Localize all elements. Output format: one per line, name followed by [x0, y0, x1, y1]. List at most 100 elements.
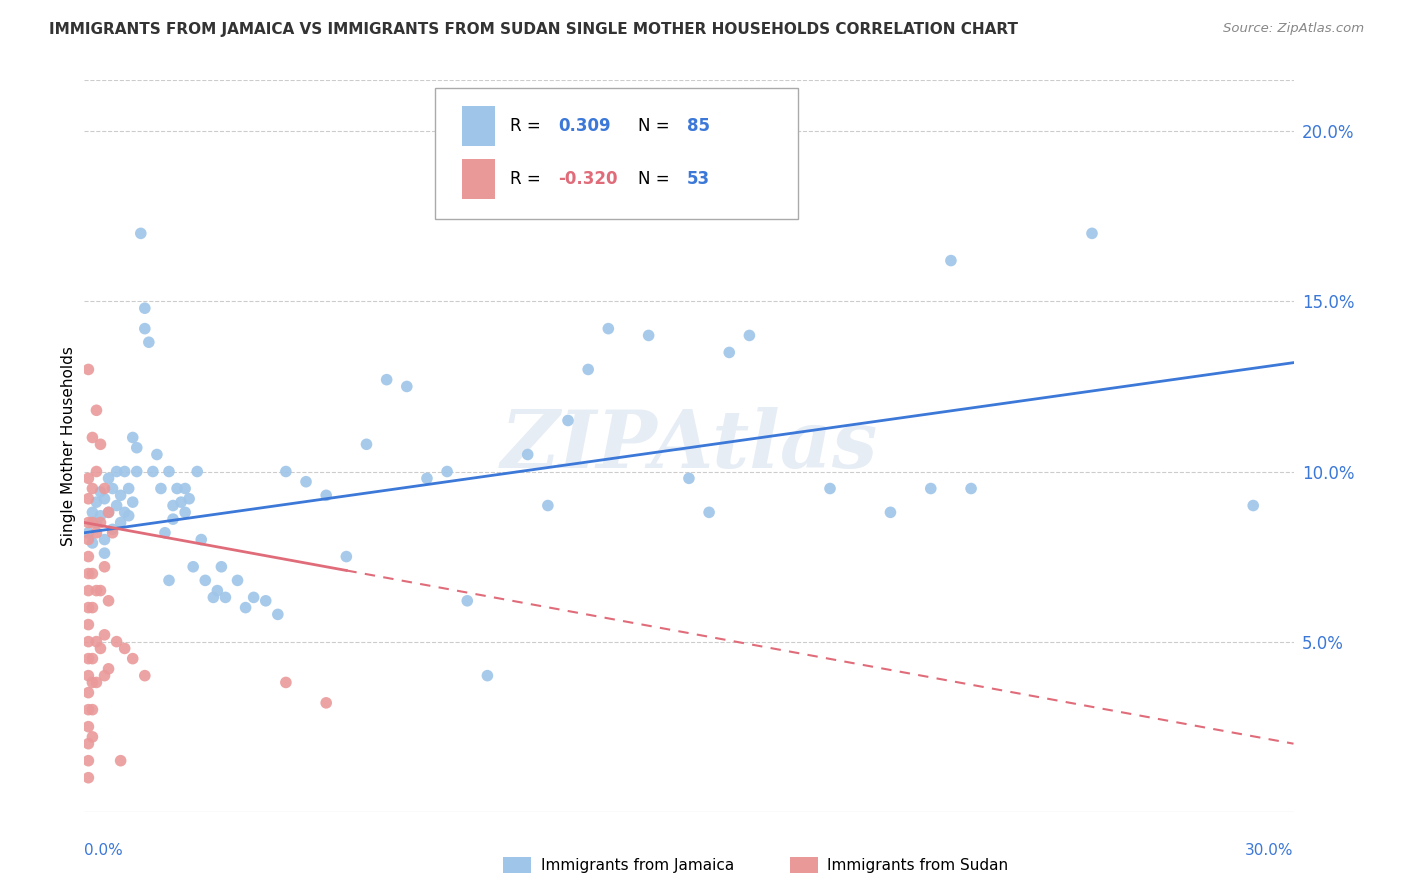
Point [93, 668, 115, 682]
Point [129, 227, 152, 241]
Point [818, 482, 841, 496]
Point [738, 328, 761, 343]
Point [335, 549, 357, 564]
Point [181, 559, 204, 574]
Point [82, 516, 104, 530]
Point [194, 574, 217, 588]
Point [134, 321, 156, 335]
Point [77, 754, 100, 768]
Point [77, 617, 100, 632]
Point [114, 641, 136, 656]
Point [77, 566, 100, 581]
Point [190, 533, 212, 547]
Point [235, 600, 257, 615]
Point [879, 505, 901, 519]
Text: R =: R = [510, 170, 546, 188]
Text: 0.309: 0.309 [558, 117, 612, 135]
Point [110, 754, 132, 768]
Text: 0.0%: 0.0% [84, 843, 124, 858]
Point [157, 574, 180, 588]
Point [82, 600, 104, 615]
Point [77, 525, 100, 540]
Point [101, 525, 124, 540]
Point [97, 662, 120, 676]
Point [77, 771, 100, 785]
Y-axis label: Single Mother Households: Single Mother Households [60, 346, 76, 546]
Point [89, 583, 111, 598]
Point [537, 499, 560, 513]
Point [179, 491, 201, 506]
Point [114, 505, 136, 519]
Point [114, 465, 136, 479]
Point [93, 482, 115, 496]
Point [939, 253, 962, 268]
Point [174, 505, 197, 519]
Point [678, 471, 700, 485]
Point [395, 379, 418, 393]
Point [516, 448, 538, 462]
Point [134, 301, 156, 316]
Point [86, 465, 108, 479]
Point [274, 465, 297, 479]
Point [118, 508, 141, 523]
Point [101, 482, 124, 496]
Text: Immigrants from Sudan: Immigrants from Sudan [827, 858, 1008, 872]
Point [105, 499, 128, 513]
Point [97, 505, 120, 519]
Point [170, 495, 193, 509]
Point [274, 675, 297, 690]
Point [146, 448, 169, 462]
Point [89, 641, 111, 656]
Point [77, 533, 100, 547]
Point [82, 430, 104, 444]
Point [375, 373, 398, 387]
Point [125, 465, 148, 479]
Point [101, 522, 124, 536]
Point [77, 516, 100, 530]
FancyBboxPatch shape [434, 87, 797, 219]
Text: Source: ZipAtlas.com: Source: ZipAtlas.com [1223, 22, 1364, 36]
Point [118, 482, 141, 496]
Text: N =: N = [638, 117, 675, 135]
Point [416, 471, 439, 485]
Point [105, 465, 128, 479]
Point [174, 482, 197, 496]
Point [93, 546, 115, 560]
Point [267, 607, 290, 622]
Point [77, 634, 100, 648]
Point [1081, 227, 1104, 241]
Point [315, 488, 337, 502]
Point [77, 737, 100, 751]
Point [97, 505, 120, 519]
Point [77, 703, 100, 717]
Point [97, 594, 120, 608]
Point [77, 583, 100, 598]
Point [186, 465, 208, 479]
Point [153, 525, 176, 540]
Text: Immigrants from Jamaica: Immigrants from Jamaica [541, 858, 734, 872]
Point [93, 533, 115, 547]
Point [157, 465, 180, 479]
Point [82, 536, 104, 550]
Point [166, 482, 188, 496]
Point [121, 495, 143, 509]
Point [718, 345, 741, 359]
Point [77, 491, 100, 506]
Point [697, 505, 720, 519]
Point [920, 482, 942, 496]
Text: 85: 85 [686, 117, 710, 135]
Point [82, 482, 104, 496]
Point [356, 437, 378, 451]
Point [477, 668, 499, 682]
Text: N =: N = [638, 170, 675, 188]
Point [209, 559, 232, 574]
Point [77, 651, 100, 665]
Point [162, 499, 184, 513]
Point [456, 594, 478, 608]
Point [254, 594, 277, 608]
Text: -0.320: -0.320 [558, 170, 617, 188]
Point [77, 362, 100, 376]
Point [436, 465, 458, 479]
Point [82, 730, 104, 744]
Point [93, 628, 115, 642]
